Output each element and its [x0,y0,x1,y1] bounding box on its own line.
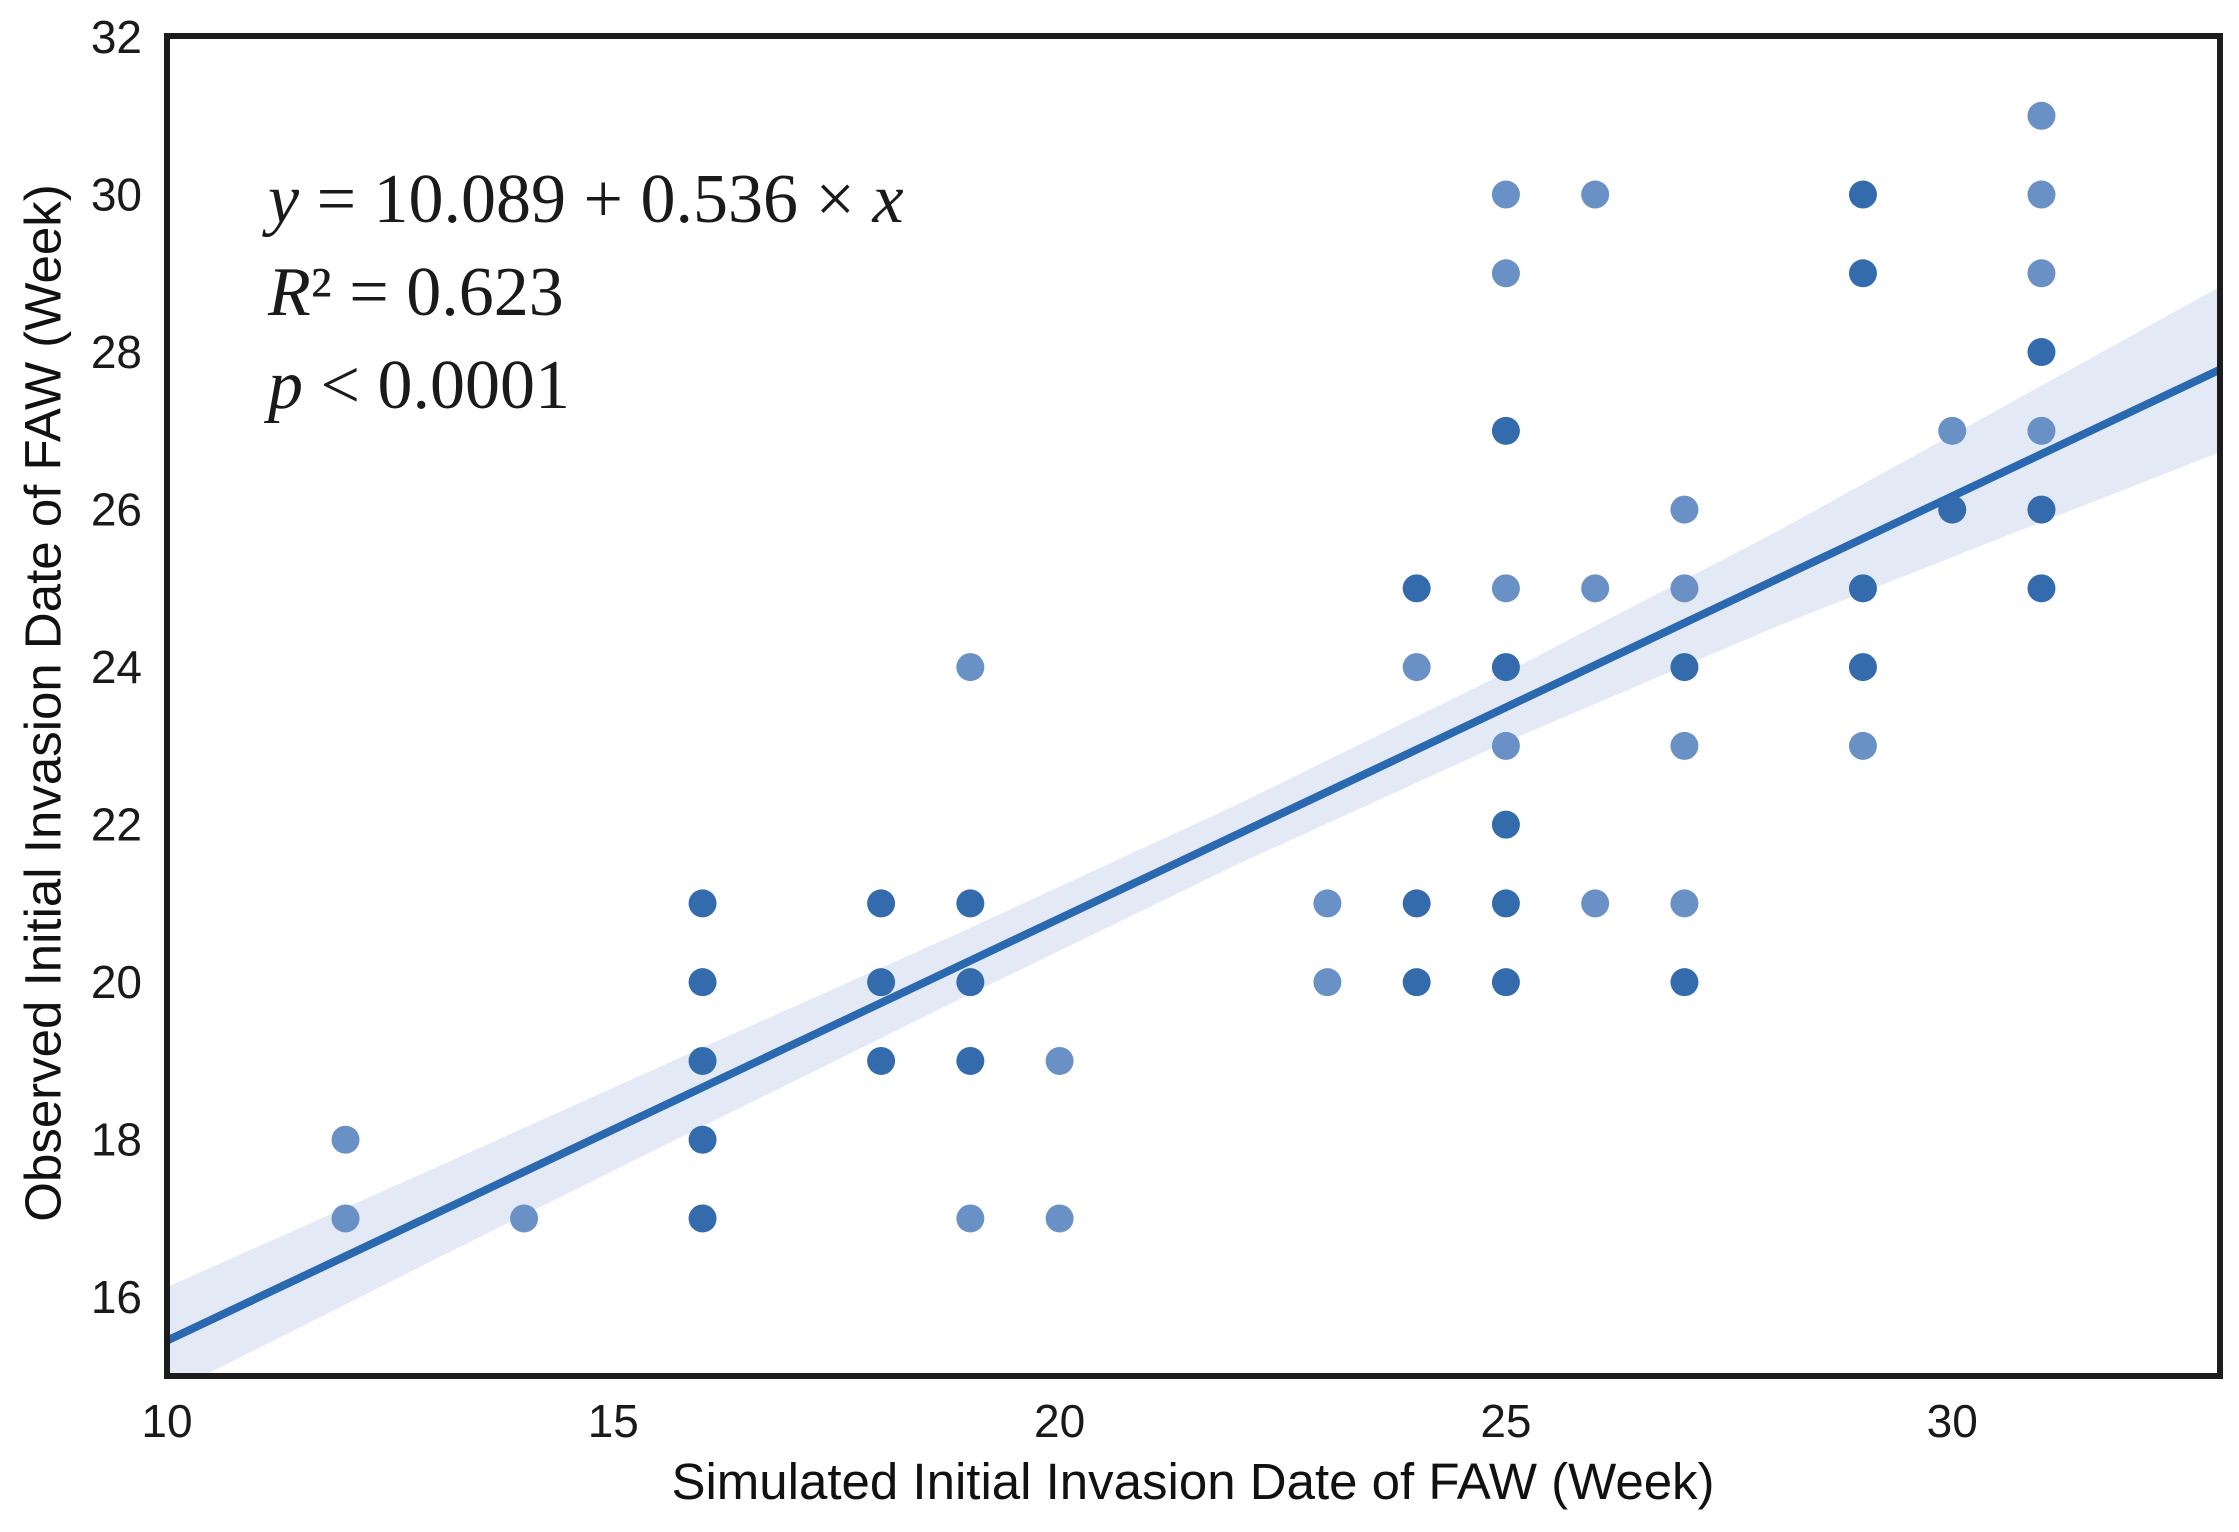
data-point [2027,180,2056,209]
data-point [867,1046,896,1075]
data-point [1848,259,1877,288]
data-point [1491,653,1520,682]
data-point [1491,968,1520,997]
data-point [1670,574,1699,603]
data-point [1670,731,1699,760]
x-tick-label: 30 [1927,1395,1978,1447]
data-point [1045,1046,1074,1075]
x-tick-label: 15 [588,1395,639,1447]
data-point [1848,731,1877,760]
data-point [1581,574,1610,603]
data-point [510,1204,539,1233]
data-point [867,968,896,997]
data-point [2027,416,2056,445]
annotation-equation: y = 10.089 + 0.536 × x [268,161,904,238]
y-axis-label: Observed Initial Invasion Date of FAW (W… [14,184,72,1222]
data-point [1491,731,1520,760]
data-point [1848,653,1877,682]
data-point [688,1125,717,1154]
data-point [1670,495,1699,524]
data-point [867,889,896,918]
annotation-p-value: p < 0.0001 [268,347,570,424]
annotation-r-squared: R² = 0.623 [268,254,564,331]
y-tick-label: 32 [91,11,142,63]
data-point [688,889,717,918]
data-points [331,101,2056,1233]
regression-line [167,365,2220,1345]
data-point [1581,180,1610,209]
data-point [2027,338,2056,367]
data-point [1938,495,1967,524]
data-point [1491,889,1520,918]
y-axis-tick-labels: 16 18 20 22 24 26 28 30 32 [91,11,142,1323]
data-point [688,1046,717,1075]
x-tick-label: 10 [141,1395,192,1447]
data-point [956,1204,985,1233]
y-tick-label: 22 [91,799,142,851]
y-tick-label: 16 [91,1271,142,1323]
data-point [1491,416,1520,445]
data-point [956,1046,985,1075]
data-point [2027,259,2056,288]
data-point [688,968,717,997]
data-point [1402,574,1431,603]
x-axis-label: Simulated Initial Invasion Date of FAW (… [671,1453,1715,1510]
data-point [956,653,985,682]
data-point [2027,101,2056,130]
data-point [331,1125,360,1154]
data-point [1670,968,1699,997]
y-tick-label: 18 [91,1114,142,1166]
x-axis-tick-labels: 10 15 20 25 30 [141,1395,1977,1447]
y-tick-label: 26 [91,484,142,536]
data-point [1491,259,1520,288]
data-point [1848,180,1877,209]
x-tick-label: 20 [1034,1395,1085,1447]
plot-frame [164,33,2223,1379]
y-tick-label: 30 [91,169,142,221]
data-point [1848,574,1877,603]
data-point [1313,889,1342,918]
data-point [1045,1204,1074,1233]
data-point [1491,574,1520,603]
data-point [1581,889,1610,918]
y-tick-label: 20 [91,956,142,1008]
y-tick-label: 24 [91,641,142,693]
data-point [1402,889,1431,918]
data-point [1491,180,1520,209]
confidence-band [167,286,2220,1376]
data-point [1670,653,1699,682]
data-point [1313,968,1342,997]
data-point [1491,810,1520,839]
data-point [1402,968,1431,997]
data-point [2027,495,2056,524]
data-point [688,1204,717,1233]
x-tick-label: 25 [1480,1395,1531,1447]
data-point [331,1204,360,1233]
data-point [1938,416,1967,445]
data-point [1402,653,1431,682]
y-tick-label: 28 [91,326,142,378]
data-point [956,889,985,918]
data-point [2027,574,2056,603]
data-point [956,968,985,997]
data-point [1670,889,1699,918]
